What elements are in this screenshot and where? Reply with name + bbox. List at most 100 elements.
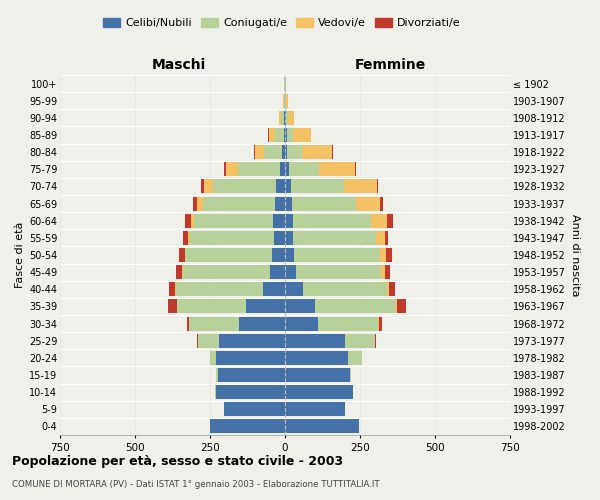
Bar bbox=[386, 248, 392, 262]
Bar bbox=[285, 214, 293, 228]
Bar bbox=[318, 316, 378, 330]
Bar bbox=[216, 351, 285, 365]
Bar bbox=[198, 334, 219, 347]
Bar bbox=[285, 420, 359, 434]
Bar bbox=[285, 282, 303, 296]
Bar bbox=[355, 162, 356, 176]
Bar bbox=[273, 214, 285, 228]
Bar bbox=[343, 180, 377, 194]
Bar bbox=[285, 300, 315, 314]
Bar bbox=[285, 180, 291, 194]
Bar bbox=[283, 94, 284, 108]
Bar bbox=[226, 162, 238, 176]
Bar bbox=[285, 265, 296, 279]
Bar bbox=[285, 231, 293, 245]
Bar bbox=[296, 265, 381, 279]
Bar bbox=[197, 196, 203, 210]
Bar bbox=[168, 300, 177, 314]
Bar bbox=[264, 145, 282, 159]
Bar bbox=[179, 248, 185, 262]
Bar bbox=[215, 385, 216, 399]
Y-axis label: Fasce di età: Fasce di età bbox=[14, 222, 25, 288]
Bar bbox=[286, 94, 288, 108]
Bar bbox=[380, 248, 386, 262]
Bar bbox=[285, 351, 348, 365]
Text: COMUNE DI MORTARA (PV) - Dati ISTAT 1° gennaio 2003 - Elaborazione TUTTITALIA.IT: COMUNE DI MORTARA (PV) - Dati ISTAT 1° g… bbox=[12, 480, 380, 489]
Bar bbox=[285, 316, 318, 330]
Bar bbox=[285, 128, 287, 142]
Bar bbox=[255, 145, 264, 159]
Bar bbox=[238, 162, 280, 176]
Bar bbox=[270, 265, 285, 279]
Bar bbox=[269, 128, 275, 142]
Bar bbox=[302, 145, 332, 159]
Bar bbox=[285, 111, 286, 125]
Bar bbox=[289, 162, 319, 176]
Bar bbox=[348, 351, 361, 365]
Bar bbox=[275, 196, 285, 210]
Bar bbox=[385, 265, 390, 279]
Bar bbox=[201, 180, 204, 194]
Text: Femmine: Femmine bbox=[355, 58, 427, 72]
Legend: Celibi/Nubili, Coniugati/e, Vedovi/e, Divorziati/e: Celibi/Nubili, Coniugati/e, Vedovi/e, Di… bbox=[99, 13, 465, 32]
Bar bbox=[272, 248, 285, 262]
Bar bbox=[293, 128, 311, 142]
Bar bbox=[287, 145, 302, 159]
Bar bbox=[183, 231, 188, 245]
Bar bbox=[387, 282, 389, 296]
Bar bbox=[193, 196, 197, 210]
Bar bbox=[285, 368, 349, 382]
Bar bbox=[203, 196, 275, 210]
Bar bbox=[183, 265, 270, 279]
Bar bbox=[319, 162, 355, 176]
Bar bbox=[396, 300, 397, 314]
Bar bbox=[332, 145, 333, 159]
Bar bbox=[285, 402, 345, 416]
Bar bbox=[204, 180, 213, 194]
Bar bbox=[284, 111, 285, 125]
Bar bbox=[224, 162, 226, 176]
Bar bbox=[293, 214, 371, 228]
Bar bbox=[263, 282, 285, 296]
Bar bbox=[193, 214, 273, 228]
Bar bbox=[216, 385, 285, 399]
Bar bbox=[377, 180, 378, 194]
Bar bbox=[387, 214, 393, 228]
Bar bbox=[276, 180, 285, 194]
Bar bbox=[190, 231, 274, 245]
Bar bbox=[286, 111, 288, 125]
Bar bbox=[291, 180, 343, 194]
Bar bbox=[239, 316, 285, 330]
Bar bbox=[185, 214, 191, 228]
Bar bbox=[285, 162, 289, 176]
Bar bbox=[279, 111, 281, 125]
Bar bbox=[284, 76, 285, 90]
Bar bbox=[197, 334, 198, 347]
Bar bbox=[287, 128, 293, 142]
Bar bbox=[191, 214, 193, 228]
Bar bbox=[345, 334, 375, 347]
Bar bbox=[315, 300, 396, 314]
Bar bbox=[281, 111, 284, 125]
Bar bbox=[210, 420, 285, 434]
Bar bbox=[254, 145, 255, 159]
Bar bbox=[177, 300, 246, 314]
Y-axis label: Anni di nascita: Anni di nascita bbox=[569, 214, 580, 296]
Bar bbox=[397, 300, 406, 314]
Bar bbox=[210, 351, 216, 365]
Bar bbox=[285, 76, 286, 90]
Bar bbox=[176, 265, 182, 279]
Bar bbox=[349, 368, 351, 382]
Bar bbox=[246, 300, 285, 314]
Bar bbox=[169, 282, 175, 296]
Bar bbox=[385, 231, 388, 245]
Text: Popolazione per età, sesso e stato civile - 2003: Popolazione per età, sesso e stato civil… bbox=[12, 455, 343, 468]
Bar bbox=[285, 145, 287, 159]
Bar bbox=[380, 196, 383, 210]
Bar bbox=[185, 248, 272, 262]
Bar bbox=[288, 111, 294, 125]
Bar bbox=[284, 128, 285, 142]
Bar bbox=[285, 196, 292, 210]
Bar bbox=[189, 316, 239, 330]
Bar bbox=[187, 316, 189, 330]
